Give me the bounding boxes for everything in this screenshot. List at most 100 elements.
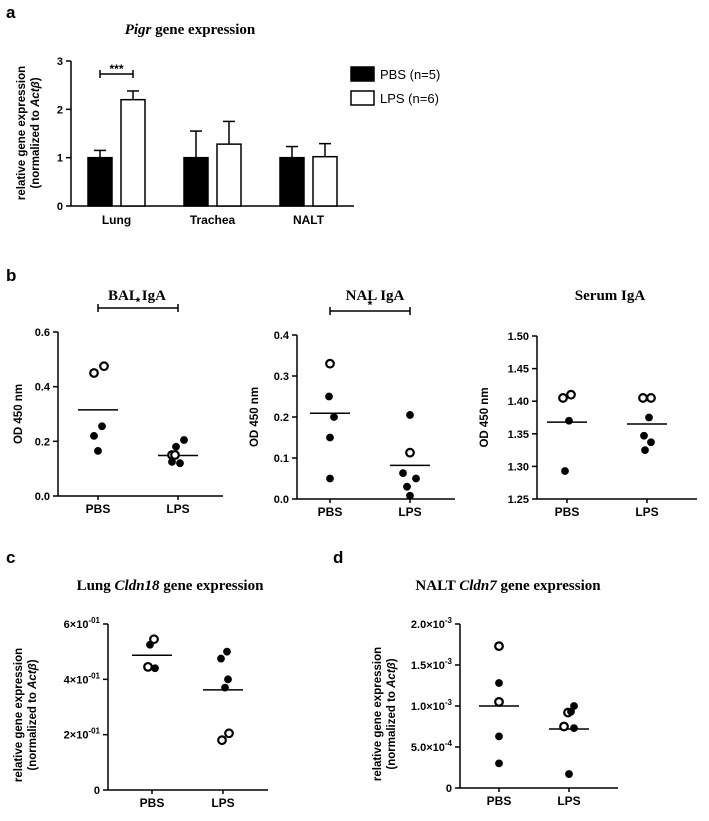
data-point-lps — [176, 459, 184, 468]
data-point-pbs — [495, 759, 503, 768]
data-point-lps — [405, 447, 415, 458]
chart-title-prefix: NALT — [415, 578, 459, 594]
data-point-pbs — [149, 634, 159, 645]
y-tick-label: 4×10-01 — [64, 671, 101, 686]
data-point-pbs — [94, 447, 102, 455]
y-tick-exponent: -4 — [445, 739, 453, 748]
y-tick-label: 2 — [57, 104, 63, 116]
chart-title-rest: gene expression — [497, 578, 602, 594]
data-point-pbs — [151, 664, 159, 673]
chart-title-rest: gene expression — [160, 578, 265, 594]
x-category-label: LPS — [635, 505, 658, 519]
y-tick-label: 1.35 — [508, 429, 529, 441]
data-point-lps — [412, 474, 420, 483]
y-tick-mantissa: 1.0×10 — [411, 701, 445, 713]
significance-label: *** — [109, 62, 123, 76]
chart-a-title-gene: Pigr — [125, 22, 152, 38]
y-tick-mantissa: 5.0×10 — [411, 742, 445, 754]
bar-lps-nalt — [312, 155, 338, 207]
y-axis-label-line1: relative gene expression — [13, 648, 25, 782]
x-category-label: PBS — [487, 794, 512, 808]
bar-lps-trachea — [216, 143, 242, 207]
data-point-lps — [638, 393, 648, 403]
data-point-pbs — [495, 732, 503, 741]
significance-label: * — [136, 295, 141, 309]
x-category-label: Lung — [102, 213, 131, 227]
y-tick-label: 1 — [57, 153, 63, 165]
data-point-pbs — [558, 393, 568, 403]
y-tick-label: 0.4 — [274, 330, 290, 342]
y-tick-mantissa: 6×10 — [64, 619, 89, 631]
y-tick-mantissa: 0 — [446, 783, 452, 795]
data-point-pbs — [143, 661, 153, 672]
y-tick-label: 1.40 — [508, 396, 529, 408]
y-axis-label-line1: relative gene expression — [16, 66, 28, 200]
data-point-pbs — [561, 467, 569, 475]
y-tick-label: 5.0×10-4 — [411, 739, 453, 754]
y-tick-label: 1.30 — [508, 461, 529, 473]
data-point-lps — [224, 728, 234, 739]
x-category-label: PBS — [318, 505, 343, 519]
y-tick-label: 0.4 — [35, 382, 51, 394]
y-axis-label: relative gene expression (normalized to A… — [13, 648, 39, 782]
data-point-lps — [645, 413, 653, 422]
y-tick-label: 1.25 — [508, 494, 529, 506]
data-point-lps — [406, 411, 414, 419]
data-point-lps — [180, 436, 188, 444]
data-point-lps — [399, 469, 407, 478]
data-point-lps — [403, 482, 411, 491]
y-axis-label-normalized: (normalized to — [386, 688, 398, 770]
data-point-pbs — [495, 679, 503, 687]
y-axis-label-gene: Actβ — [386, 662, 398, 689]
data-point-pbs — [146, 640, 154, 649]
x-category-label: LPS — [398, 505, 421, 519]
y-tick-exponent: -3 — [445, 657, 453, 666]
y-axis-label-line2: (normalized to Actβ) — [30, 77, 42, 188]
data-point-lps — [570, 724, 578, 733]
data-point-pbs — [90, 431, 98, 440]
data-point-pbs — [326, 433, 334, 442]
y-axis-label: OD 450 nm — [479, 387, 491, 447]
y-axis-label-gene: Actβ — [30, 81, 42, 108]
data-point-pbs — [325, 392, 333, 401]
data-point-lps — [559, 721, 569, 732]
x-category-label: LPS — [166, 502, 189, 516]
data-point-pbs — [330, 413, 338, 421]
data-point-pbs — [494, 641, 504, 652]
y-tick-label: 0.2 — [274, 412, 289, 424]
y-tick-label: 0.0 — [35, 491, 50, 503]
panel-label-b: b — [6, 266, 16, 285]
y-axis-label-normalized: (normalized to — [30, 107, 42, 189]
bar-pbs-trachea — [183, 156, 209, 207]
y-tick-exponent: -3 — [445, 616, 453, 625]
data-point-lps — [406, 491, 414, 500]
chart-b-bal-iga: BAL IgA 0.0 0.2 0.4 0.6 OD 450 nm PBS LPS * — [13, 288, 223, 516]
legend-label: PBS (n=5) — [380, 67, 440, 82]
y-axis-label: relative gene expression (normalized to A… — [372, 647, 398, 781]
data-point-lps — [565, 770, 573, 778]
data-point-lps — [217, 735, 227, 746]
y-tick-label: 3 — [57, 56, 63, 68]
x-category-label: PBS — [86, 502, 111, 516]
chart-title: Lung Cldn18 gene expression — [77, 578, 265, 594]
data-point-lps — [217, 654, 225, 663]
chart-title-gene: Cldn18 — [115, 578, 161, 594]
bar-pbs-lung — [87, 156, 113, 207]
data-point-pbs — [566, 389, 576, 400]
data-point-pbs — [325, 358, 335, 369]
y-tick-label: 1.5×10-3 — [411, 657, 453, 672]
y-tick-label: 1.45 — [508, 364, 529, 376]
data-point-lps — [221, 683, 229, 692]
x-category-label: PBS — [555, 505, 580, 519]
chart-title: BAL IgA — [108, 288, 166, 304]
chart-c-lung-cldn18: Lung Cldn18 gene expression02×10-014×10-… — [13, 578, 268, 810]
legend-swatch — [350, 90, 375, 106]
y-axis-label-line2: (normalized to Actβ) — [386, 658, 398, 769]
y-axis-label-normalized: (normalized to — [27, 689, 39, 771]
y-axis-label-close: ) — [30, 77, 42, 81]
y-tick-label: 1.0×10-3 — [411, 698, 453, 713]
y-tick-label: 0.0 — [274, 494, 289, 506]
data-point-lps — [640, 431, 648, 440]
data-point-pbs — [89, 368, 99, 378]
